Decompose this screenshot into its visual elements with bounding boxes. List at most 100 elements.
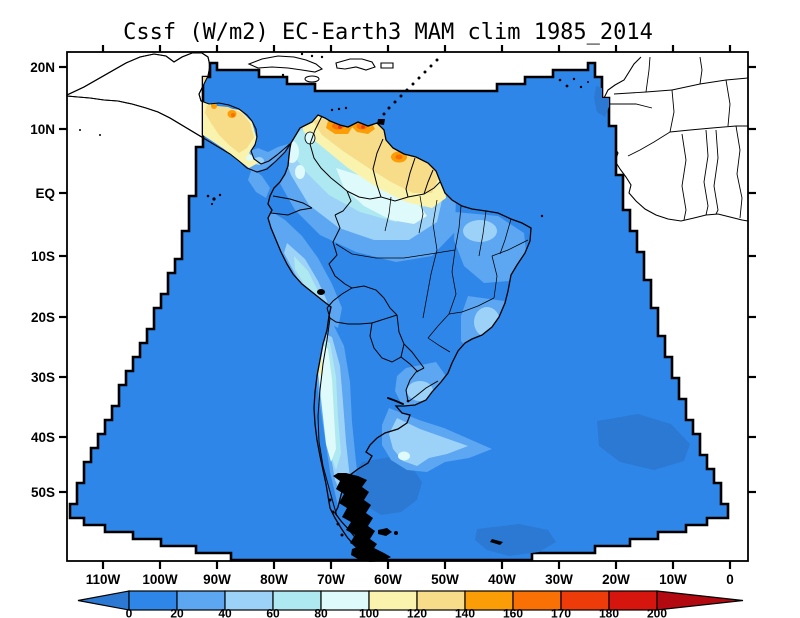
country-border [371, 314, 398, 324]
lesser-antilles-island-dot [399, 94, 403, 98]
land-shading-patch [395, 154, 403, 160]
pacific-island-dot [99, 134, 101, 136]
country-border [272, 195, 313, 209]
lat-tick-label: 30S [31, 370, 55, 385]
plot-title: Cssf (W/m2) EC-Earth3 MAM clim 1985_2014 [123, 20, 653, 45]
ocean-shading-patch [398, 451, 410, 461]
land-shading-patch [338, 125, 342, 129]
country-border [326, 307, 373, 325]
falkland-islands [378, 528, 392, 536]
leeward-antilles-island-dot [330, 108, 334, 112]
falkland-islands-dot [394, 531, 398, 535]
colorbar-tick-label: 180 [599, 607, 619, 618]
colorbar-tick-label: 100 [359, 607, 379, 618]
patagonia-fjords [333, 473, 379, 561]
africa-country-border [735, 125, 743, 219]
chilean-island-dot [340, 533, 344, 537]
state-border [491, 255, 498, 299]
country-border [326, 287, 353, 309]
cape-verde-island-dot [587, 81, 589, 83]
lat-tick-label: 40S [31, 430, 55, 445]
state-border [448, 249, 457, 315]
colorbar-tick-label: 0 [126, 607, 133, 618]
africa-country-border [645, 56, 651, 93]
africa-country-border [703, 129, 709, 216]
cape-verde-island-dot [579, 85, 583, 89]
colorbar-tick-label: 60 [266, 607, 280, 618]
country-border [400, 356, 419, 373]
land-shading-patch [295, 165, 305, 179]
chilean-island-dot [331, 510, 335, 514]
lesser-antilles-island-dot [435, 58, 439, 62]
lat-tick-label: EQ [35, 186, 55, 201]
country-border [380, 181, 441, 202]
lon-tick-label: 30W [545, 572, 573, 587]
state-border [427, 313, 450, 339]
fernando-de-noronha-dot [540, 214, 544, 218]
central-america-outline [66, 52, 292, 173]
galapagos-island-dot [206, 194, 210, 198]
south-georgia-island [490, 539, 503, 545]
state-border [418, 195, 424, 234]
colorbar-tick-label: 80 [314, 607, 328, 618]
country-border [423, 169, 434, 195]
country-border [346, 190, 382, 200]
lesser-antilles-island-dot [417, 76, 421, 80]
lon-tick-label: 10W [659, 572, 687, 587]
state-border [478, 210, 487, 257]
central-america-shading-patch [231, 113, 235, 117]
country-border [309, 115, 348, 192]
trinidad-island [377, 119, 385, 125]
ocean-shading-patch [244, 144, 288, 172]
colorbar-right-arrow [656, 590, 744, 611]
axes-layer: 20N 10N EQ 10S 20S 30S 40S 50S 110W 100W 90W 80W 70W… [30, 45, 756, 587]
lon-tick-label: 110W [86, 572, 121, 587]
lon-tick-label: 60W [374, 572, 402, 587]
africa-country-border [669, 89, 675, 133]
lat-tick-label: 20N [30, 60, 55, 75]
lesser-antilles-island-dot [387, 106, 391, 110]
leeward-antilles-island-dot [344, 106, 348, 110]
lon-tick-label: 40W [488, 572, 516, 587]
lake-titicaca [317, 289, 325, 295]
cape-verde-island-dot [558, 78, 562, 82]
lesser-antilles-island-dot [405, 88, 409, 92]
land-shading-patch [336, 168, 427, 224]
country-border [369, 314, 405, 363]
africa-country-border [699, 56, 703, 85]
chilean-island-dot [328, 498, 332, 502]
country-border [317, 317, 338, 517]
lesser-antilles-island-dot [429, 64, 433, 68]
africa-country-border [681, 133, 687, 221]
colorbar-tick-label: 200 [647, 607, 667, 618]
country-border [351, 285, 398, 316]
africa-country-border [713, 129, 719, 215]
country-border [405, 157, 416, 198]
lon-tick-label: 20W [602, 572, 630, 587]
jamaica-outline [304, 75, 320, 83]
tierra-del-fuego [351, 545, 391, 562]
lesser-antilles-island-dot [411, 82, 415, 86]
chilean-island-dot [336, 522, 340, 526]
lesser-antilles-island-dot [382, 112, 386, 116]
state-border [427, 337, 451, 353]
galapagos-island-dot [212, 197, 216, 201]
state-border [454, 205, 462, 251]
state-border [335, 243, 456, 259]
country-border [403, 343, 425, 369]
lon-tick-label: 50W [431, 572, 459, 587]
lon-tick-label: 0 [726, 572, 734, 587]
colorbar-tick-label: 160 [503, 607, 523, 618]
country-border [405, 367, 425, 403]
cape-verde-island-dot [572, 77, 576, 81]
country-border [407, 380, 439, 403]
africa-country-border [725, 79, 731, 127]
plot-frame [66, 51, 749, 562]
ocean-shading-patch [248, 168, 270, 198]
lon-tick-label: 80W [260, 572, 288, 587]
ocean-shading-patch [597, 414, 690, 470]
africa-country-border [669, 125, 748, 133]
state-border [491, 239, 529, 257]
lat-tick-label: 20S [31, 310, 55, 325]
lagoon-dot [406, 399, 410, 403]
